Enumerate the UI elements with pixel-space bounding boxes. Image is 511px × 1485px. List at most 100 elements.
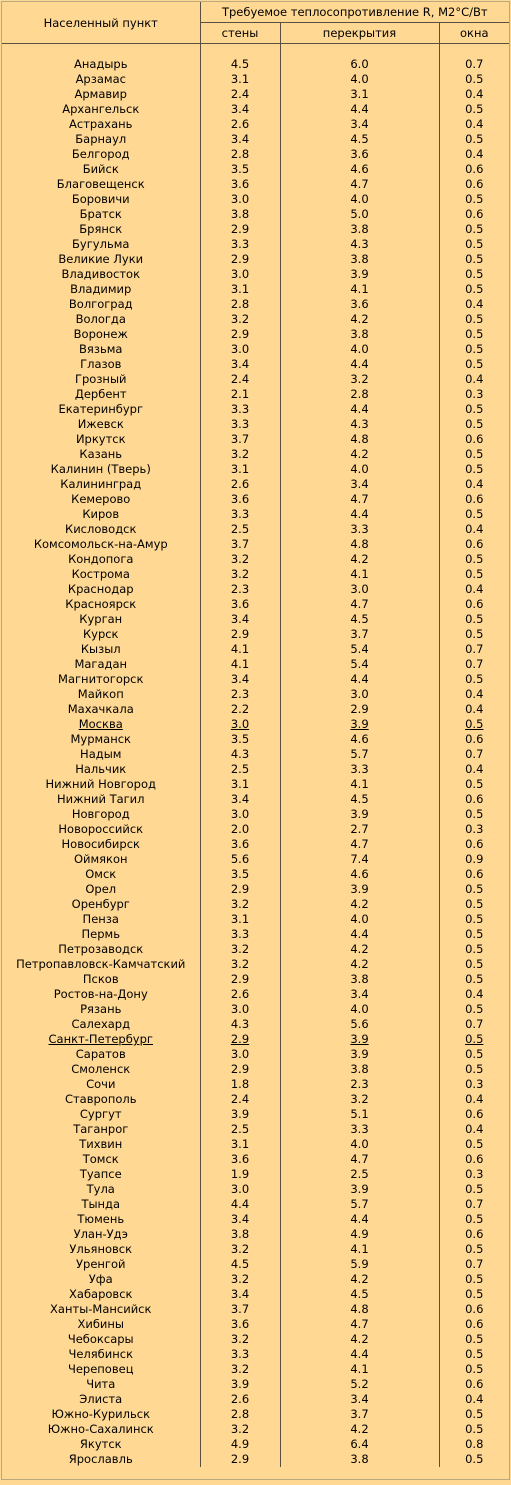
city-cell[interactable]: Москва bbox=[78, 717, 123, 731]
table-row: Тюмень 3.4 4.4 0.5 bbox=[2, 1212, 510, 1227]
windows-cell: 0.7 bbox=[438, 642, 510, 657]
city-cell: Екатеринбург bbox=[58, 402, 144, 416]
table-row: Краснодар 2.3 3.0 0.4 bbox=[2, 582, 510, 597]
table-row: Череповец 3.2 4.1 0.5 bbox=[2, 1362, 510, 1377]
ceilings-cell: 4.2 bbox=[279, 1422, 439, 1437]
city-cell: Ханты-Мансийск bbox=[50, 1302, 152, 1316]
walls-cell: 3.4 bbox=[199, 357, 280, 372]
walls-cell: 2.9 bbox=[199, 882, 280, 897]
ceilings-cell: 3.4 bbox=[279, 1392, 439, 1407]
table-row: Пенза 3.1 4.0 0.5 bbox=[2, 912, 510, 927]
walls-cell: 3.3 bbox=[199, 927, 280, 942]
windows-cell: 0.4 bbox=[438, 687, 510, 702]
table-row: Кемерово 3.6 4.7 0.6 bbox=[2, 492, 510, 507]
city-cell: Ярославль bbox=[68, 1452, 133, 1466]
city-cell: Курск bbox=[82, 627, 119, 641]
ceilings-cell: 3.8 bbox=[279, 972, 439, 987]
walls-cell: 3.2 bbox=[199, 897, 280, 912]
city-cell: Благовещенск bbox=[56, 177, 145, 191]
table-row: Смоленск 2.9 3.8 0.5 bbox=[2, 1062, 510, 1077]
ceilings-cell: 3.4 bbox=[279, 987, 439, 1002]
windows-cell: 0.7 bbox=[438, 1197, 510, 1212]
table-row: Орел 2.9 3.9 0.5 bbox=[2, 882, 510, 897]
city-cell: Сургут bbox=[79, 1107, 122, 1121]
walls-cell: 3.1 bbox=[199, 462, 280, 477]
table-row: Улан-Удэ 3.8 4.9 0.6 bbox=[2, 1227, 510, 1242]
city-cell: Новгород bbox=[71, 807, 130, 821]
ceilings-cell: 3.8 bbox=[279, 252, 439, 267]
windows-cell: 0.5 bbox=[438, 312, 510, 327]
windows-cell: 0.9 bbox=[438, 852, 510, 867]
city-cell: Элиста bbox=[79, 1392, 123, 1406]
ceilings-cell: 3.9 bbox=[279, 807, 439, 822]
city-cell: Вязьма bbox=[79, 342, 123, 356]
walls-cell: 3.1 bbox=[199, 1137, 280, 1152]
windows-cell: 0.6 bbox=[438, 1227, 510, 1242]
windows-cell: 0.4 bbox=[438, 147, 510, 162]
windows-cell: 0.4 bbox=[438, 117, 510, 132]
table-row: Оймякон 5.6 7.4 0.9 bbox=[2, 852, 510, 867]
walls-cell: 4.5 bbox=[199, 57, 280, 72]
windows-cell: 0.4 bbox=[438, 1392, 510, 1407]
windows-cell: 0.4 bbox=[438, 522, 510, 537]
city-cell: Ростов-на-Дону bbox=[53, 987, 148, 1001]
walls-cell: 4.3 bbox=[199, 747, 280, 762]
city-cell: Краснодар bbox=[67, 582, 134, 596]
walls-cell: 3.6 bbox=[199, 1152, 280, 1167]
table-row: Петропавловск-Камчатский 3.2 4.2 0.5 bbox=[2, 957, 510, 972]
walls-cell: 3.2 bbox=[199, 1362, 280, 1377]
city-cell: Якутск bbox=[79, 1437, 122, 1451]
walls-cell: 2.6 bbox=[199, 1392, 280, 1407]
city-cell[interactable]: Санкт-Петербург bbox=[48, 1032, 153, 1046]
table-row: Анадырь 4.5 6.0 0.7 bbox=[2, 57, 510, 72]
table-row: Петрозаводск 3.2 4.2 0.5 bbox=[2, 942, 510, 957]
walls-cell: 3.2 bbox=[199, 567, 280, 582]
ceilings-cell: 4.2 bbox=[279, 312, 439, 327]
table-row: Благовещенск 3.6 4.7 0.6 bbox=[2, 177, 510, 192]
ceilings-cell: 3.3 bbox=[279, 522, 439, 537]
ceilings-cell: 3.3 bbox=[279, 762, 439, 777]
ceilings-cell: 4.5 bbox=[279, 792, 439, 807]
windows-cell: 0.6 bbox=[438, 1152, 510, 1167]
ceilings-cell: 3.4 bbox=[279, 477, 439, 492]
walls-cell: 4.5 bbox=[199, 1257, 280, 1272]
windows-cell: 0.6 bbox=[438, 162, 510, 177]
city-cell: Оренбург bbox=[71, 897, 130, 911]
walls-cell: 3.7 bbox=[199, 537, 280, 552]
windows-cell: 0.5 bbox=[438, 1062, 510, 1077]
ceilings-cell: 3.1 bbox=[279, 87, 439, 102]
ceilings-cell: 3.9 bbox=[279, 267, 439, 282]
city-cell: Арзамас bbox=[75, 72, 126, 86]
windows-cell: 0.5 bbox=[438, 507, 510, 522]
walls-cell: 2.9 bbox=[199, 972, 280, 987]
table-row: Красноярск 3.6 4.7 0.6 bbox=[2, 597, 510, 612]
ceilings-cell: 3.6 bbox=[279, 147, 439, 162]
windows-cell: 0.6 bbox=[438, 432, 510, 447]
walls-cell: 2.8 bbox=[199, 1407, 280, 1422]
table-row: Ханты-Мансийск 3.7 4.8 0.6 bbox=[2, 1302, 510, 1317]
city-cell: Вологда bbox=[75, 312, 126, 326]
table-body: Анадырь 4.5 6.0 0.7 Арзамас 3.1 4.0 0.5 Армавир 2… bbox=[2, 43, 510, 1467]
windows-cell: 0.5 bbox=[438, 612, 510, 627]
table-row: Владимир 3.1 4.1 0.5 bbox=[2, 282, 510, 297]
table-row: Брянск 2.9 3.8 0.5 bbox=[2, 222, 510, 237]
ceilings-cell: 3.8 bbox=[279, 222, 439, 237]
windows-cell: 0.5 bbox=[438, 1407, 510, 1422]
walls-cell: 2.4 bbox=[199, 372, 280, 387]
ceilings-cell: 4.5 bbox=[279, 1287, 439, 1302]
ceilings-cell: 4.2 bbox=[279, 957, 439, 972]
table-row: Киров 3.3 4.4 0.5 bbox=[2, 507, 510, 522]
walls-cell: 2.9 bbox=[199, 1062, 280, 1077]
table-row: Туапсе 1.9 2.5 0.3 bbox=[2, 1167, 510, 1182]
table-row: Майкоп 2.3 3.0 0.4 bbox=[2, 687, 510, 702]
walls-cell: 1.8 bbox=[199, 1077, 280, 1092]
table-row: Арзамас 3.1 4.0 0.5 bbox=[2, 72, 510, 87]
walls-cell: 3.2 bbox=[199, 1422, 280, 1437]
table-row: Новгород 3.0 3.9 0.5 bbox=[2, 807, 510, 822]
walls-cell: 4.9 bbox=[199, 1437, 280, 1452]
city-cell: Брянск bbox=[79, 222, 123, 236]
ceilings-cell: 4.4 bbox=[279, 672, 439, 687]
windows-cell: 0.6 bbox=[438, 792, 510, 807]
ceilings-cell: 4.4 bbox=[279, 357, 439, 372]
